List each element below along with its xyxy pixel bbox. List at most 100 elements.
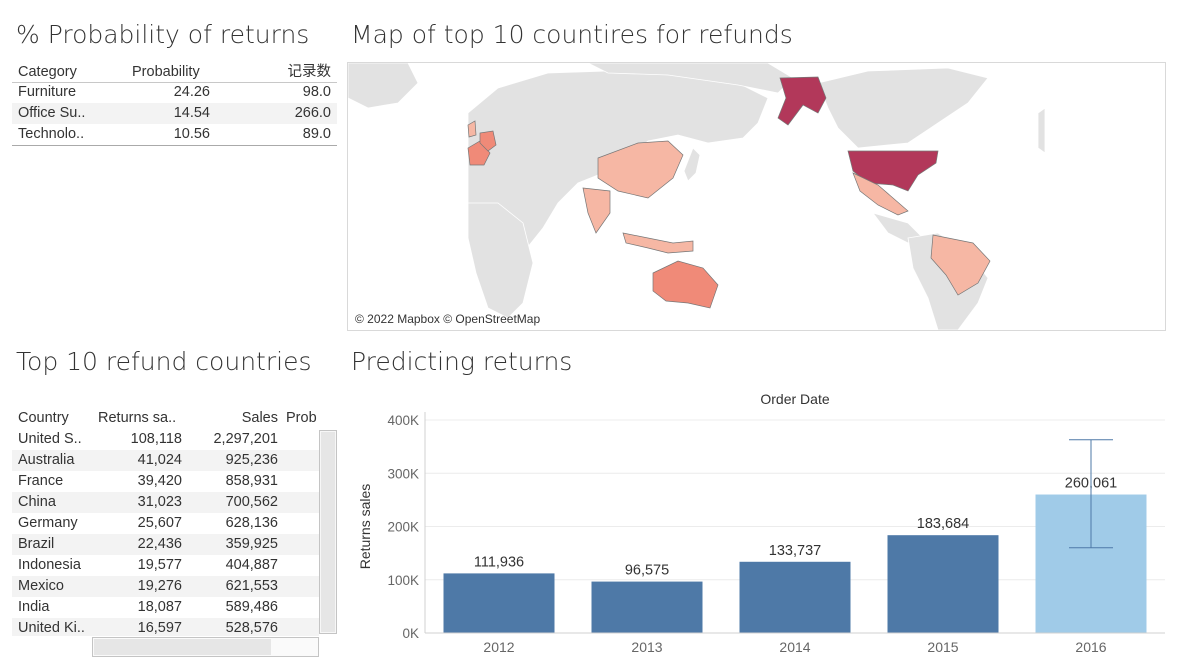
country-mexico[interactable]	[852, 172, 909, 216]
country-alaska[interactable]	[777, 76, 827, 126]
country-united-kingdom[interactable]	[467, 120, 477, 138]
country-australia[interactable]	[652, 260, 719, 309]
table-row[interactable]: Australia 41,024 925,236	[12, 450, 319, 471]
y-tick-label: 0K	[402, 626, 419, 641]
count-cell: 266.0	[294, 105, 331, 121]
returns-cell: 18,087	[137, 599, 182, 615]
vertical-scrollbar[interactable]	[319, 430, 337, 634]
y-tick-label: 400K	[387, 413, 419, 428]
y-tick-label: 300K	[387, 466, 419, 481]
probability-cell: 14.54	[173, 105, 210, 121]
table-row[interactable]: Indonesia 19,577 404,887	[12, 555, 319, 576]
header-divider	[12, 82, 337, 83]
x-tick-label: 2012	[483, 639, 514, 655]
returns-cell: 22,436	[137, 536, 182, 552]
table-row[interactable]: Brazil 22,436 359,925	[12, 534, 319, 555]
returns-cell: 19,276	[137, 578, 182, 594]
world-map-svg[interactable]	[348, 63, 1165, 330]
country-cell: Brazil	[18, 536, 55, 552]
horizontal-scrollbar-thumb[interactable]	[94, 639, 271, 655]
horizontal-scrollbar[interactable]	[92, 637, 319, 657]
refund-countries[interactable]	[467, 76, 991, 309]
predict-sheet-title: Predicting returns	[351, 347, 573, 376]
table-row[interactable]: India 18,087 589,486	[12, 597, 319, 618]
probability-sheet-title: % Probability of returns	[16, 20, 310, 49]
header-probability[interactable]: Probability	[132, 64, 200, 80]
x-tick-label: 2016	[1075, 639, 1106, 655]
returns-cell: 41,024	[137, 452, 182, 468]
y-axis-label: Returns sales	[357, 484, 373, 570]
table-row[interactable]: Furniture 24.26 98.0	[12, 82, 337, 103]
country-united-states[interactable]	[847, 150, 939, 192]
country-china[interactable]	[597, 140, 684, 199]
country-cell: Australia	[18, 452, 75, 468]
x-tick-label: 2014	[779, 639, 810, 655]
bar[interactable]	[887, 535, 999, 633]
sales-cell: 628,136	[225, 515, 278, 531]
x-tick-label: 2013	[631, 639, 662, 655]
refund-countries-map[interactable]: © 2022 Mapbox © OpenStreetMap	[347, 62, 1166, 331]
probability-cell: 24.26	[173, 84, 210, 100]
sales-cell: 359,925	[225, 536, 278, 552]
header-returns-sales[interactable]: Returns sa..	[98, 410, 177, 426]
country-indonesia[interactable]	[622, 232, 694, 254]
table-row[interactable]: United Ki.. 16,597 528,576	[12, 618, 319, 636]
country-cell: India	[18, 599, 50, 615]
probability-cell: 10.56	[173, 126, 210, 142]
countries-table: Country Returns sa.. Sales Prob United S…	[12, 408, 319, 636]
header-record-count[interactable]: 记录数	[287, 64, 332, 80]
map-sheet-title: Map of top 10 countires for refunds	[351, 20, 793, 49]
bar[interactable]	[443, 573, 555, 633]
predicting-returns-chart[interactable]: Order Date Returns sales 0K 100K 200K 300K 400…	[350, 385, 1170, 665]
map-attribution[interactable]: © 2022 Mapbox © OpenStreetMap	[355, 312, 541, 326]
category-cell: Furniture	[18, 84, 77, 100]
country-india[interactable]	[582, 187, 611, 234]
top10-sheet-title: Top 10 refund countries	[16, 347, 312, 376]
y-tick-label: 100K	[387, 573, 419, 588]
returns-cell: 16,597	[137, 620, 182, 636]
table-row[interactable]: France 39,420 858,931	[12, 471, 319, 492]
header-probability[interactable]: Prob	[286, 410, 317, 426]
country-cell: France	[18, 473, 64, 489]
country-cell: United S..	[18, 431, 82, 447]
table-row[interactable]: United S.. 108,118 2,297,201	[12, 429, 319, 450]
table-row[interactable]: Technolo.. 10.56 89.0	[12, 124, 337, 145]
bar-value-label: 183,684	[917, 516, 969, 532]
count-cell: 98.0	[302, 84, 331, 100]
chart-title: Order Date	[760, 391, 829, 407]
sales-cell: 700,562	[225, 494, 278, 510]
bar-value-label: 133,737	[769, 543, 821, 559]
base-land	[348, 63, 1046, 330]
table-row[interactable]: Mexico 19,276 621,553	[12, 576, 319, 597]
sales-cell: 858,931	[225, 473, 278, 489]
returns-cell: 25,607	[137, 515, 182, 531]
country-germany[interactable]	[479, 130, 497, 152]
bar[interactable]	[591, 581, 703, 633]
returns-cell: 19,577	[137, 557, 182, 573]
country-cell: China	[18, 494, 56, 510]
country-cell: United Ki..	[18, 620, 85, 636]
vertical-scrollbar-thumb[interactable]	[321, 432, 335, 632]
bar-value-label: 111,936	[474, 554, 524, 570]
countries-table-header: Country Returns sa.. Sales Prob	[12, 408, 319, 429]
bar-value-label: 96,575	[625, 563, 669, 579]
table-row[interactable]: Office Su.. 14.54 266.0	[12, 103, 337, 124]
bar[interactable]	[739, 561, 851, 633]
returns-cell: 108,118	[130, 431, 182, 447]
sales-cell: 528,576	[225, 620, 278, 636]
table-bottom-border	[12, 145, 337, 146]
y-tick-label: 200K	[387, 520, 419, 535]
sales-cell: 589,486	[225, 599, 278, 615]
country-brazil[interactable]	[930, 234, 991, 296]
table-row[interactable]: Germany 25,607 628,136	[12, 513, 319, 534]
header-sales[interactable]: Sales	[241, 410, 278, 426]
sales-cell: 2,297,201	[213, 431, 278, 447]
header-category[interactable]: Category	[18, 64, 77, 80]
sales-cell: 404,887	[225, 557, 278, 573]
sales-cell: 925,236	[225, 452, 278, 468]
country-cell: Indonesia	[18, 557, 81, 573]
table-row[interactable]: China 31,023 700,562	[12, 492, 319, 513]
count-cell: 89.0	[302, 126, 331, 142]
header-country[interactable]: Country	[18, 410, 69, 426]
sales-cell: 621,553	[225, 578, 278, 594]
